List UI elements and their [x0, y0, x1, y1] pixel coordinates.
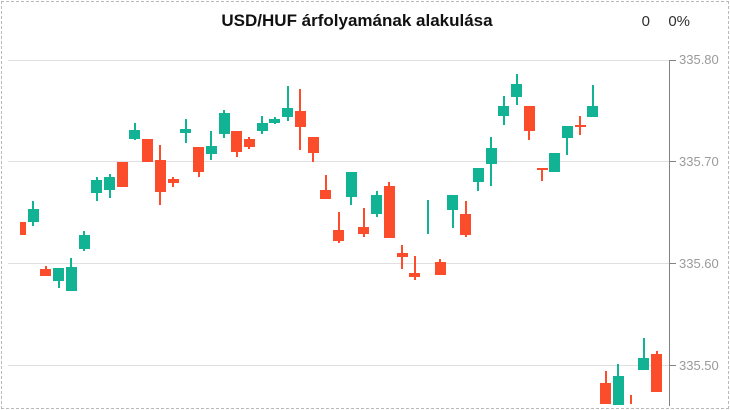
- candle-body: [20, 222, 26, 236]
- y-tick-label: 335.60: [679, 255, 719, 271]
- candle-wick: [541, 168, 544, 182]
- gridline: [8, 59, 669, 61]
- candle-wick: [566, 126, 569, 155]
- candle-body: [460, 213, 472, 236]
- candle-body: [91, 180, 103, 194]
- y-axis-line: [669, 60, 670, 406]
- candle-body: [307, 137, 319, 153]
- y-tick-label: 335.80: [679, 52, 719, 67]
- candle-wick: [324, 175, 327, 199]
- candle-wick: [591, 85, 594, 118]
- gridline: [8, 365, 669, 367]
- candle-body: [243, 139, 255, 147]
- candle-body: [53, 267, 65, 282]
- candle-body: [205, 145, 217, 154]
- candle-body: [104, 177, 116, 191]
- candle-body: [345, 172, 357, 197]
- candle-body: [638, 357, 650, 370]
- candle-body: [218, 112, 230, 135]
- candle-body: [472, 168, 484, 183]
- candle-body: [485, 147, 497, 164]
- candle-wick: [642, 338, 645, 370]
- candle-body: [116, 161, 128, 188]
- candle-wick: [630, 395, 633, 405]
- y-tick: [669, 59, 676, 61]
- candle-body: [561, 126, 573, 139]
- y-tick-label: 335.50: [679, 357, 719, 373]
- candle-wick: [286, 86, 289, 122]
- candle-body: [129, 130, 141, 140]
- candle-body: [574, 125, 586, 128]
- candle-body: [193, 146, 205, 173]
- candle-body: [78, 235, 90, 249]
- candle-body: [269, 119, 281, 124]
- change-percent: 0%: [668, 13, 690, 30]
- candle-body: [447, 194, 459, 210]
- candle-body: [426, 215, 429, 218]
- y-tick-label: 335.70: [679, 153, 719, 169]
- candle-wick: [337, 211, 340, 244]
- candle-body: [498, 105, 510, 117]
- candle-body: [294, 110, 306, 128]
- candle-body: [523, 105, 535, 132]
- candle-body: [371, 194, 383, 214]
- candle-body: [65, 266, 77, 292]
- candle-body: [333, 230, 344, 242]
- candle-body: [396, 252, 408, 257]
- candle-body: [511, 84, 523, 97]
- candle-body: [256, 123, 268, 132]
- candle-body: [536, 168, 548, 171]
- change-value: 0: [641, 13, 650, 30]
- candle-body: [358, 227, 370, 235]
- candle-body: [612, 375, 624, 406]
- gridline: [8, 263, 669, 265]
- candle-body: [167, 179, 179, 184]
- candle-body: [549, 152, 561, 173]
- candle-body: [409, 272, 421, 278]
- candle-body: [630, 400, 633, 403]
- candle-body: [651, 354, 662, 393]
- candle-wick: [401, 245, 404, 269]
- candle-body: [180, 129, 192, 134]
- candle-body: [434, 261, 446, 275]
- candle-body: [154, 159, 166, 193]
- candle-body: [320, 190, 332, 199]
- candle-wick: [413, 255, 416, 281]
- candle-body: [40, 268, 52, 277]
- chart-title: USD/HUF árfolyamának alakulása: [221, 11, 493, 30]
- candle-body: [600, 383, 612, 405]
- candle-body: [27, 208, 39, 222]
- candle-body: [231, 131, 243, 152]
- candle-body: [142, 139, 154, 162]
- y-tick: [669, 161, 676, 163]
- candle-body: [383, 186, 395, 239]
- y-tick: [669, 365, 676, 367]
- candle-wick: [451, 194, 454, 229]
- candle-body: [587, 105, 599, 118]
- candle-body: [282, 107, 294, 118]
- y-tick: [669, 263, 676, 265]
- gridline: [8, 161, 669, 163]
- candle-wick: [362, 207, 365, 238]
